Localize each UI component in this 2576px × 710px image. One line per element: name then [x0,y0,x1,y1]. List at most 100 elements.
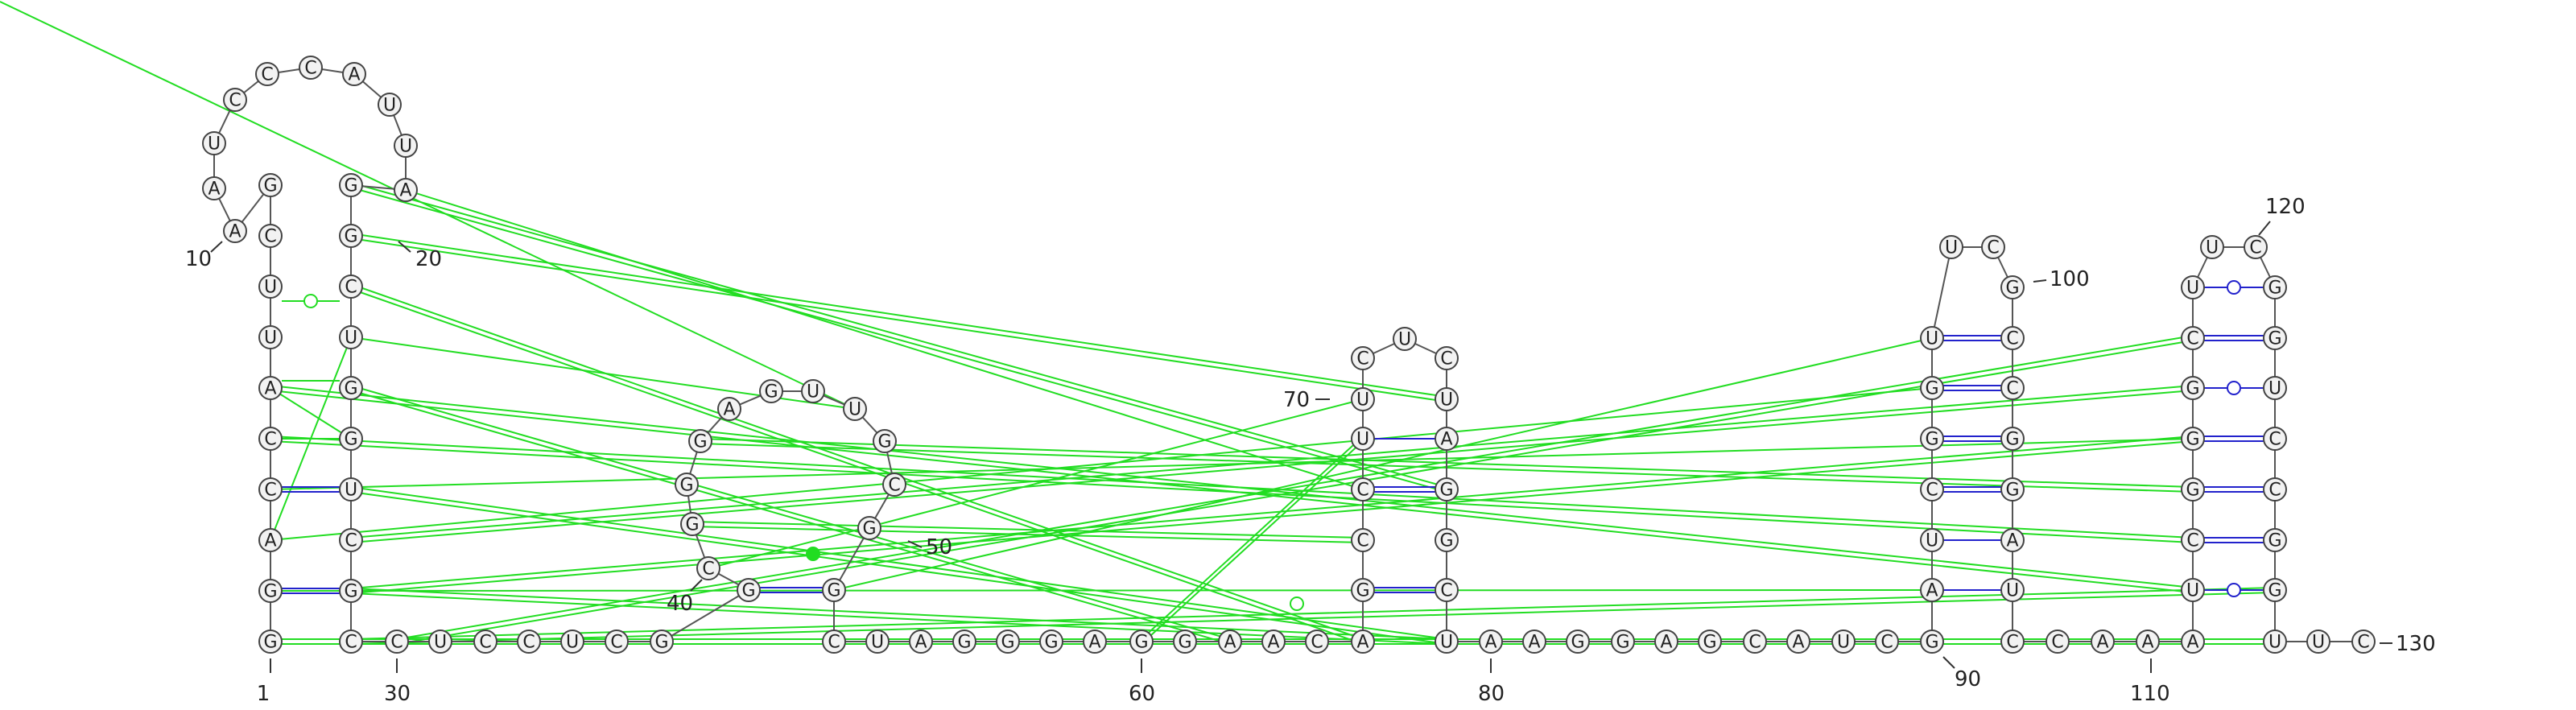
svg-text:C: C [229,91,241,111]
nucleotide: G [1566,630,1590,654]
nucleotide: G [1611,630,1635,654]
nucleotide: C [1743,630,1767,654]
nucleotide: U [2306,630,2330,654]
svg-text:G: G [2268,279,2281,299]
svg-text:G: G [344,430,357,450]
nucleotide: A [2000,528,2025,552]
svg-text:A: A [1926,581,1938,601]
nucleotide: C [1305,630,1329,654]
nucleotide: U [1351,427,1375,451]
svg-text:G: G [1925,430,1938,450]
nucleotide: C [1435,578,1459,602]
svg-text:G: G [2268,329,2281,349]
svg-text:C: C [1356,531,1368,551]
svg-text:U: U [399,137,412,157]
nucleotide: C [1351,477,1375,502]
svg-text:G: G [2268,581,2281,601]
svg-text:C: C [2268,430,2281,450]
svg-text:C: C [888,476,900,496]
nucleotide: G [258,579,283,603]
nucleotide: A [2181,630,2205,654]
nucleotide: U [428,630,452,654]
nucleotide: G [873,429,897,453]
nucleotide: A [1479,630,1503,654]
svg-text:C: C [610,633,622,653]
svg-text:C: C [522,633,535,653]
nucleotide: A [1435,427,1459,451]
nucleotide: G [952,630,976,654]
svg-text:C: C [390,633,402,653]
svg-text:U: U [264,278,277,298]
svg-text:C: C [702,559,714,580]
svg-text:C: C [261,65,273,85]
svg-text:U: U [2312,633,2325,653]
svg-text:C: C [1356,349,1368,369]
nucleotide: G [2181,477,2205,502]
nucleotide: C [2046,630,2070,654]
nucleotide: U [1351,387,1375,411]
nucleotide: A [2091,630,2115,654]
svg-text:G: G [263,176,277,196]
nucleotide: U [378,93,402,117]
svg-text:A: A [1528,633,1540,653]
svg-text:U: U [1440,390,1453,411]
svg-text:U: U [1356,390,1369,411]
nucleotide: U [560,630,584,654]
svg-text:A: A [264,379,276,399]
svg-text:G: G [263,582,277,602]
nucleotide: U [1435,630,1459,654]
svg-text:G: G [344,176,357,196]
svg-text:A: A [2141,633,2153,653]
svg-text:U: U [1837,633,1850,653]
svg-text:G: G [877,432,891,452]
nucleotide: A [1351,630,1375,654]
position-label-60: 60 [1129,682,1155,706]
nucleotide: U [1831,630,1856,654]
position-label-130: 130 [2396,632,2436,656]
svg-text:A: A [264,531,276,551]
nucleotide: A [1218,630,1242,654]
svg-text:C: C [1748,633,1761,653]
svg-text:C: C [304,59,316,79]
svg-text:G: G [1439,531,1453,551]
position-label-30: 30 [384,682,411,706]
svg-text:G: G [654,633,668,653]
nucleotide: U [1920,326,1944,350]
nucleotide: C [255,62,279,86]
nucleotide: G [650,630,674,654]
nucleotide: C [223,88,247,112]
svg-text:G: G [2186,430,2199,450]
nucleotide: G [1435,528,1459,552]
svg-text:U: U [1398,330,1411,350]
nucleotide: C [299,56,323,80]
svg-text:U: U [2268,379,2281,399]
svg-text:G: G [2186,379,2199,399]
nucleotide: G [2263,326,2287,350]
base-pair-lines [282,280,2264,597]
nucleotide: G [759,379,783,403]
nucleotide: A [1083,630,1107,654]
position-label-40: 40 [667,592,693,616]
svg-text:G: G [685,515,699,535]
svg-text:C: C [2249,238,2261,258]
svg-text:C: C [828,633,840,653]
nucleotide: U [258,325,283,349]
position-label-1: 1 [257,682,270,706]
svg-text:A: A [1440,430,1452,450]
nucleotide: C [2263,477,2287,502]
nucleotide: G [1173,630,1197,654]
svg-text:G: G [1001,633,1014,653]
nucleotide: G [1129,630,1154,654]
nucleotide: A [1786,630,1810,654]
nucleotide: C [2351,630,2376,654]
svg-text:G: G [1044,633,1058,653]
svg-text:G: G [2186,481,2199,501]
svg-text:A: A [208,180,220,200]
svg-text:C: C [2006,379,2018,399]
svg-text:A: A [399,181,411,201]
svg-text:C: C [2006,633,2018,653]
position-label-10: 10 [185,247,212,271]
svg-text:U: U [1356,430,1369,450]
svg-text:A: A [1356,633,1368,653]
